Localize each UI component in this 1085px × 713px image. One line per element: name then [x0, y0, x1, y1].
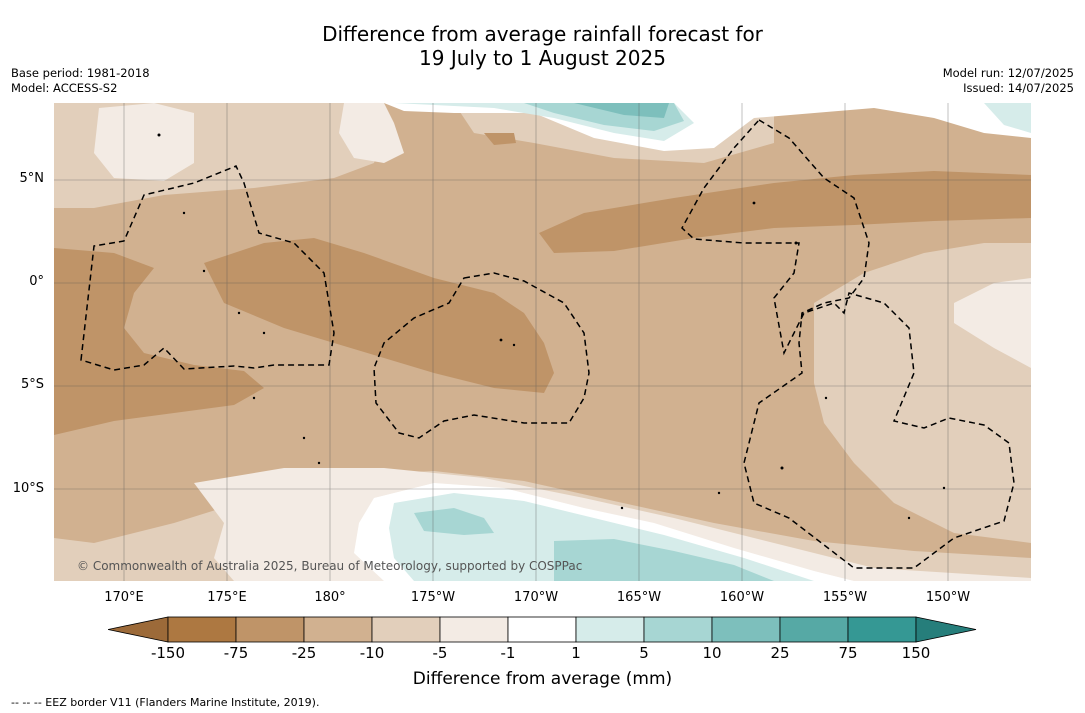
- colorbar-tick-label: 25: [770, 644, 790, 662]
- base-period: Base period: 1981-2018: [11, 66, 150, 80]
- eez-border-kiribati: [681, 119, 1015, 569]
- colorbar-tick-label: -150: [150, 644, 186, 662]
- contour-teal-bottom-2: [414, 508, 494, 535]
- contour-pale-right: [954, 278, 1031, 368]
- lon-label-180: 180°: [314, 590, 346, 605]
- contour-dark-tan-left: [54, 248, 264, 435]
- contour-teal-top-3: [574, 103, 669, 118]
- issued-date: Issued: 14/07/2025: [963, 81, 1074, 95]
- contour-dark-tan-upper-right: [539, 171, 1031, 253]
- colorbar-tick-label: -75: [223, 644, 249, 662]
- islands: [157, 133, 946, 520]
- colorbar-tick-label: -10: [359, 644, 385, 662]
- colorbar-svg: [107, 616, 977, 643]
- lat-label-10s: 10°S: [12, 481, 44, 496]
- colorbar-tick-label: 150: [901, 644, 931, 662]
- colorbar-title: Difference from average (mm): [412, 669, 673, 689]
- eez-border-tokelau: [373, 272, 590, 439]
- contour-dark-tan-small: [484, 133, 516, 145]
- rainfall-map: [54, 103, 1031, 581]
- colorbar-segment: [643, 616, 713, 643]
- title-line-1: Difference from average rainfall forecas…: [322, 22, 763, 46]
- colorbar-tick-label: 5: [639, 644, 649, 662]
- colorbar-segment: [575, 616, 645, 643]
- colorbar-segment: [439, 616, 509, 643]
- lon-label-175e: 175°E: [207, 590, 247, 605]
- colorbar-segment: [167, 616, 237, 643]
- colorbar-segment: [847, 616, 917, 643]
- colorbar-segment: [235, 616, 305, 643]
- colorbar-tick-label: -1: [500, 644, 516, 662]
- colorbar-tick-label: 75: [838, 644, 858, 662]
- grid-lines: [54, 103, 1031, 581]
- map-title: Difference from average rainfall forecas…: [0, 22, 1085, 70]
- lat-label-0: 0°: [29, 274, 44, 289]
- lat-label-5n: 5°N: [19, 171, 45, 186]
- lon-label-170w: 170°W: [513, 590, 559, 605]
- eez-border-tuvalu: [80, 165, 335, 371]
- colorbar-segment: [711, 616, 781, 643]
- colorbar-segment: [779, 616, 849, 643]
- copyright-notice: © Commonwealth of Australia 2025, Bureau…: [77, 559, 583, 573]
- contour-teal-top-right: [984, 103, 1031, 133]
- colorbar-segment: [303, 616, 373, 643]
- colorbar-segment: [371, 616, 441, 643]
- lat-label-5s: 5°S: [20, 377, 44, 392]
- colorbar-tick-label: 10: [702, 644, 722, 662]
- lon-label-155w: 155°W: [822, 590, 868, 605]
- contour-dark-tan-center: [204, 238, 554, 393]
- contour-pale-topleft: [94, 103, 194, 181]
- colorbar-extend-high: [915, 616, 977, 643]
- colorbar: [107, 616, 978, 648]
- title-line-2: 19 July to 1 August 2025: [419, 46, 666, 70]
- contour-teal-bottom-3: [554, 539, 774, 581]
- lon-label-150w: 150°W: [925, 590, 971, 605]
- eez-footnote: -- -- -- EEZ border V11 (Flanders Marine…: [11, 696, 320, 709]
- lon-label-170e: 170°E: [104, 590, 144, 605]
- colorbar-tick-label: 1: [571, 644, 581, 662]
- model-name: Model: ACCESS-S2: [11, 81, 118, 95]
- colorbar-extend-low: [107, 616, 169, 643]
- meta-right: Model run: 12/07/2025 Issued: 14/07/2025: [943, 66, 1074, 96]
- model-run: Model run: 12/07/2025: [942, 66, 1074, 80]
- lon-label-165w: 165°W: [616, 590, 662, 605]
- lon-label-160w: 160°W: [719, 590, 765, 605]
- meta-left: Base period: 1981-2018 Model: ACCESS-S2: [11, 66, 150, 96]
- colorbar-segment: [507, 616, 577, 643]
- eez-borders: [80, 119, 1015, 569]
- lon-label-175w: 175°W: [410, 590, 456, 605]
- colorbar-tick-label: -25: [291, 644, 317, 662]
- colorbar-tick-label: -5: [432, 644, 448, 662]
- contour-pale-top: [339, 103, 404, 163]
